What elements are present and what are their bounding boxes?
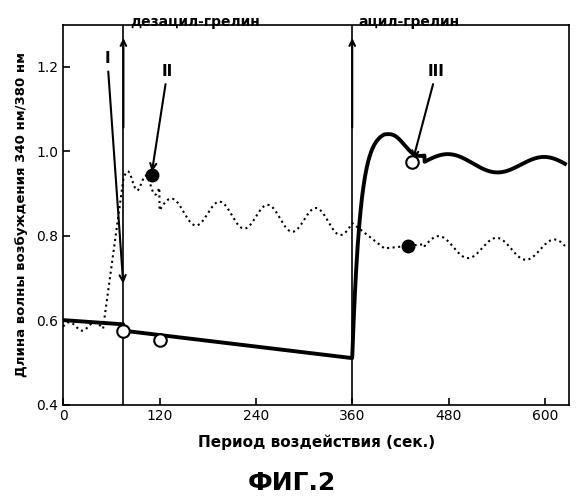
Text: ацил-грелин: ацил-грелин xyxy=(359,15,460,29)
Text: ФИГ.2: ФИГ.2 xyxy=(248,471,336,495)
Y-axis label: Длина волны возбуждения 340 нм/380 нм: Длина волны возбуждения 340 нм/380 нм xyxy=(15,52,28,377)
Text: I: I xyxy=(105,51,126,282)
Text: III: III xyxy=(412,64,445,157)
Text: дезацил-грелин: дезацил-грелин xyxy=(130,15,259,29)
Text: II: II xyxy=(150,64,173,170)
X-axis label: Период воздействия (сек.): Период воздействия (сек.) xyxy=(197,434,434,450)
